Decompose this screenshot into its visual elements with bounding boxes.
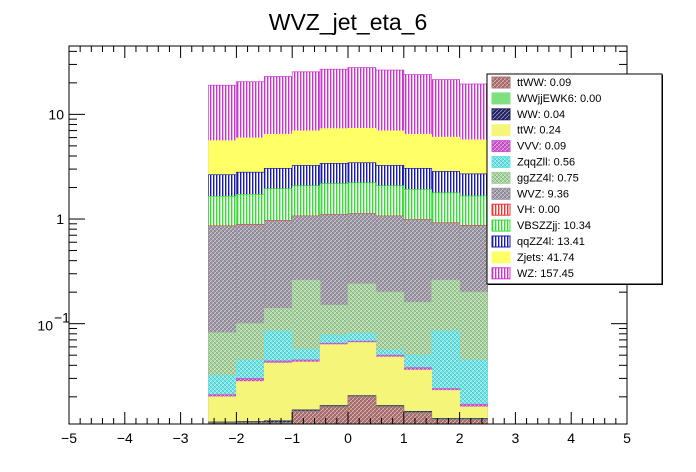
legend-label-vbszzjj: VBSZZjj: 10.34 xyxy=(517,220,591,232)
y-tick-label: 1 xyxy=(56,211,64,227)
y-tick-exponent: −1 xyxy=(54,310,70,326)
legend-swatch-vbszzjj xyxy=(491,219,511,232)
legend-swatch-qqzz4l xyxy=(491,235,511,248)
x-tick-label: −4 xyxy=(117,430,133,446)
x-tick-label: 1 xyxy=(400,430,408,446)
legend-label-ww: WW: 0.04 xyxy=(517,109,565,121)
series-ttww xyxy=(208,396,488,425)
histogram-bars xyxy=(208,67,488,425)
legend-label-ttw: ttW: 0.24 xyxy=(517,125,561,137)
legend-swatch-ggzz4l xyxy=(491,171,511,184)
x-tick-label: −2 xyxy=(228,430,244,446)
bar-ttww-bin-5 xyxy=(347,396,377,425)
x-tick-label: 3 xyxy=(512,430,520,446)
bar-ttww-bin-6 xyxy=(375,406,405,425)
legend-label-wwjjewk6: WWjjEWK6: 0.00 xyxy=(517,93,601,105)
bar-ttw-bin-2 xyxy=(263,362,293,425)
legend-label-wvz: WVZ: 9.36 xyxy=(517,188,569,200)
legend-label-ggzz4l: ggZZ4l: 0.75 xyxy=(517,172,579,184)
legend-swatch-wwjjewk6 xyxy=(491,92,511,105)
legend-swatch-vh xyxy=(491,203,511,216)
x-axis: −5 −4 −3 −2 −1 0 1 2 3 4 5 xyxy=(61,46,631,446)
bar-ttw-bin-1 xyxy=(236,381,265,425)
legend: ttWW: 0.09 WWjjEWK6: 0.00 WW: 0.04 ttW: 0.2… xyxy=(486,73,663,285)
legend-label-qqzz4l: qqZZ4l: 13.41 xyxy=(517,236,585,248)
bar-ttww-bin-3 xyxy=(291,411,321,425)
legend-label-zqqzll: ZqqZll: 0.56 xyxy=(517,157,575,169)
legend-swatch-ww xyxy=(491,108,511,121)
legend-box xyxy=(486,73,663,285)
x-tick-label: 5 xyxy=(623,430,631,446)
legend-label-vvv: VVV: 0.09 xyxy=(517,141,566,153)
chart-title: WVZ_jet_eta_6 xyxy=(269,9,428,35)
legend-label-wz: WZ: 157.45 xyxy=(517,268,574,280)
legend-swatch-vvv xyxy=(491,140,511,153)
legend-label-ttww: ttWW: 0.09 xyxy=(517,77,571,89)
x-tick-label: 4 xyxy=(567,430,575,446)
legend-swatch-ttw xyxy=(491,124,511,137)
x-tick-label: −1 xyxy=(284,430,300,446)
legend-label-zjets: Zjets: 41.74 xyxy=(517,252,574,264)
legend-swatch-zqqzll xyxy=(491,156,511,168)
bar-ttww-bin-4 xyxy=(319,406,349,425)
x-tick-label: 2 xyxy=(456,430,464,446)
legend-swatch-ttww xyxy=(491,76,511,89)
x-tick-label: −5 xyxy=(61,430,77,446)
bar-ttw-bin-0 xyxy=(208,396,237,425)
y-tick-label: 10 xyxy=(37,318,53,334)
legend-swatch-zjets xyxy=(491,251,511,264)
x-tick-label: −3 xyxy=(173,430,189,446)
bar-ttww-bin-8 xyxy=(431,419,460,425)
legend-label-vh: VH: 0.00 xyxy=(517,204,560,216)
bar-ttww-bin-9 xyxy=(459,419,488,425)
legend-swatch-wz xyxy=(491,267,511,280)
legend-swatch-wvz xyxy=(491,187,511,200)
y-tick-label: 10 xyxy=(48,106,64,122)
series-ttw xyxy=(208,342,488,425)
bar-ttww-bin-7 xyxy=(403,412,433,425)
x-tick-label: 0 xyxy=(344,430,352,446)
